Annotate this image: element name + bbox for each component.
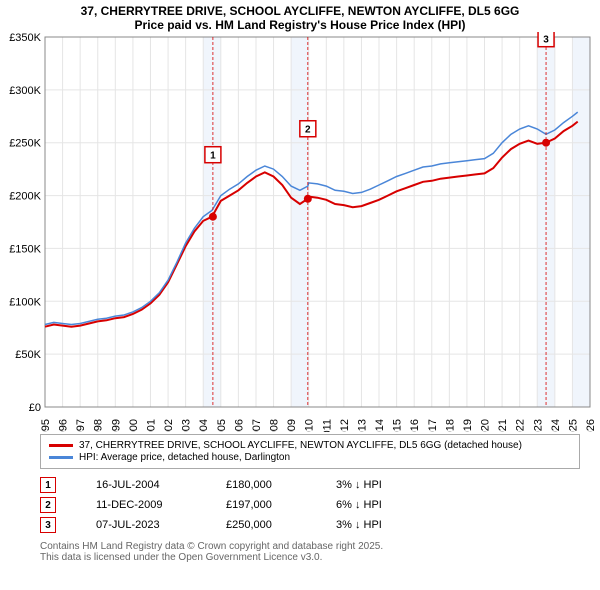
attribution: Contains HM Land Registry data © Crown c… <box>40 541 580 563</box>
svg-text:£0: £0 <box>29 402 41 414</box>
legend-item: 37, CHERRYTREE DRIVE, SCHOOL AYCLIFFE, N… <box>49 440 571 451</box>
chart-svg: £0 £50K £100K £150K £200K £250K £300K £350K 1995… <box>0 32 600 432</box>
svg-text:2008: 2008 <box>269 419 281 432</box>
svg-text:3: 3 <box>543 35 549 46</box>
transaction-diff: 3% ↓ HPI <box>336 479 436 491</box>
svg-text:2000: 2000 <box>128 419 140 432</box>
transaction-row: 2 11-DEC-2009£197,0006% ↓ HPI <box>40 497 580 513</box>
svg-text:2026: 2026 <box>585 419 597 432</box>
svg-text:£300K: £300K <box>9 85 41 97</box>
svg-text:1998: 1998 <box>93 419 105 432</box>
legend-swatch <box>49 456 73 459</box>
svg-text:2016: 2016 <box>409 419 421 432</box>
legend-item: HPI: Average price, detached house, Darl… <box>49 452 571 463</box>
svg-text:2022: 2022 <box>515 419 527 432</box>
svg-text:2007: 2007 <box>251 419 263 432</box>
svg-text:2024: 2024 <box>550 419 562 432</box>
svg-text:2: 2 <box>305 125 311 136</box>
page-title-1: 37, CHERRYTREE DRIVE, SCHOOL AYCLIFFE, N… <box>0 4 600 18</box>
transaction-date: 11-DEC-2009 <box>96 499 226 511</box>
transaction-diff: 3% ↓ HPI <box>336 519 436 531</box>
svg-text:1995: 1995 <box>40 419 52 432</box>
svg-text:2013: 2013 <box>356 419 368 432</box>
svg-text:£150K: £150K <box>9 243 41 255</box>
page-title-2: Price paid vs. HM Land Registry's House … <box>0 18 600 32</box>
svg-text:2009: 2009 <box>286 419 298 432</box>
svg-text:2018: 2018 <box>444 419 456 432</box>
transaction-date: 07-JUL-2023 <box>96 519 226 531</box>
svg-text:1997: 1997 <box>75 419 87 432</box>
svg-text:£50K: £50K <box>15 349 41 361</box>
svg-text:2003: 2003 <box>181 419 193 432</box>
svg-text:2020: 2020 <box>480 419 492 432</box>
transaction-price: £250,000 <box>226 519 336 531</box>
svg-text:2019: 2019 <box>462 419 474 432</box>
svg-text:2015: 2015 <box>392 419 404 432</box>
attribution-line1: Contains HM Land Registry data © Crown c… <box>40 541 580 552</box>
svg-text:2010: 2010 <box>304 419 316 432</box>
attribution-line2: This data is licensed under the Open Gov… <box>40 552 580 563</box>
svg-text:1: 1 <box>210 151 216 162</box>
svg-text:£100K: £100K <box>9 296 41 308</box>
transaction-row: 1 16-JUL-2004£180,0003% ↓ HPI <box>40 477 580 493</box>
legend-label: 37, CHERRYTREE DRIVE, SCHOOL AYCLIFFE, N… <box>79 440 522 451</box>
transaction-diff: 6% ↓ HPI <box>336 499 436 511</box>
svg-text:2023: 2023 <box>532 419 544 432</box>
transaction-table: 116-JUL-2004£180,0003% ↓ HPI211-DEC-2009… <box>40 477 580 533</box>
svg-text:1999: 1999 <box>110 419 122 432</box>
svg-text:2011: 2011 <box>321 419 333 432</box>
svg-text:2002: 2002 <box>163 419 175 432</box>
transaction-marker: 3 <box>40 517 56 533</box>
svg-text:2005: 2005 <box>216 419 228 432</box>
price-chart: £0 £50K £100K £150K £200K £250K £300K £350K 1995… <box>0 32 600 432</box>
svg-text:2006: 2006 <box>233 419 245 432</box>
transaction-price: £197,000 <box>226 499 336 511</box>
transaction-row: 3 07-JUL-2023£250,0003% ↓ HPI <box>40 517 580 533</box>
svg-text:2021: 2021 <box>497 419 509 432</box>
svg-text:1996: 1996 <box>58 419 70 432</box>
transaction-marker: 2 <box>40 497 56 513</box>
transaction-marker: 1 <box>40 477 56 493</box>
svg-text:2017: 2017 <box>427 419 439 432</box>
transaction-price: £180,000 <box>226 479 336 491</box>
svg-text:£350K: £350K <box>9 32 41 44</box>
legend-swatch <box>49 444 73 447</box>
transaction-date: 16-JUL-2004 <box>96 479 226 491</box>
svg-text:2004: 2004 <box>198 419 210 432</box>
svg-text:2014: 2014 <box>374 419 386 432</box>
svg-text:£200K: £200K <box>9 191 41 203</box>
svg-text:£250K: £250K <box>9 138 41 150</box>
svg-text:2025: 2025 <box>567 419 579 432</box>
svg-text:2001: 2001 <box>145 419 157 432</box>
svg-text:2012: 2012 <box>339 419 351 432</box>
legend-label: HPI: Average price, detached house, Darl… <box>79 452 290 463</box>
legend: 37, CHERRYTREE DRIVE, SCHOOL AYCLIFFE, N… <box>40 434 580 469</box>
